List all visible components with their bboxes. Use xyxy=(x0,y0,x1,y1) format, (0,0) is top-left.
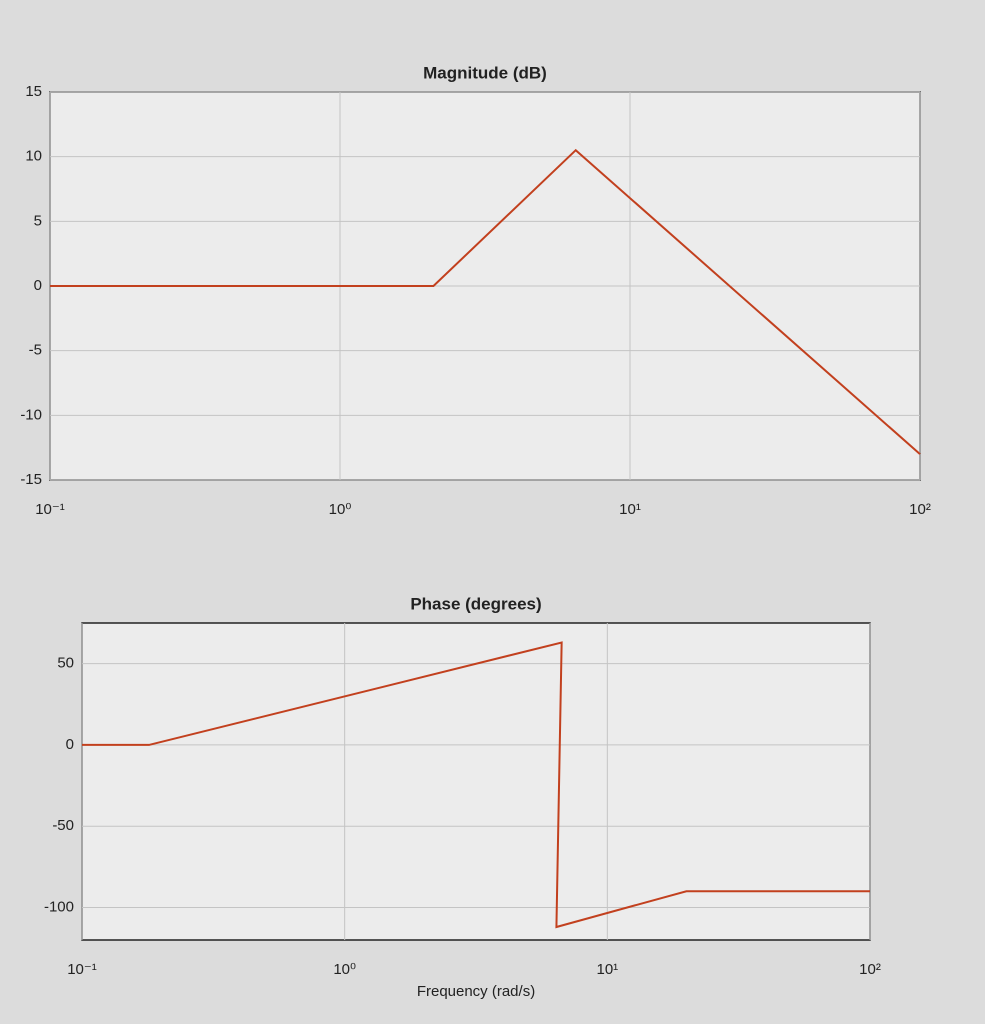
plot-area xyxy=(81,622,871,941)
x-tick-label: 10⁰ xyxy=(329,501,352,518)
x-tick-label: 10⁻¹ xyxy=(35,501,65,518)
x-tick-label: 10⁻¹ xyxy=(67,961,97,978)
y-tick-label: -15 xyxy=(20,471,42,488)
y-tick-label: -100 xyxy=(44,898,74,915)
y-tick-label: 15 xyxy=(25,83,42,100)
chart-title: Phase (degrees) xyxy=(410,594,541,613)
x-tick-label: 10² xyxy=(859,961,881,978)
y-tick-label: 5 xyxy=(34,212,42,229)
x-tick-label: 10⁰ xyxy=(333,961,356,978)
y-tick-label: 0 xyxy=(66,736,74,753)
x-tick-label: 10¹ xyxy=(596,961,618,978)
y-tick-label: -5 xyxy=(29,342,42,359)
y-tick-label: 10 xyxy=(25,148,42,165)
x-tick-label: 10² xyxy=(909,501,931,518)
chart-title: Magnitude (dB) xyxy=(423,63,547,82)
y-tick-label: -50 xyxy=(52,817,74,834)
data-line xyxy=(50,148,921,455)
y-tick-label: 50 xyxy=(57,655,74,672)
x-tick-label: 10¹ xyxy=(619,501,641,518)
y-tick-label: 0 xyxy=(34,277,42,294)
x-axis-label: Frequency (rad/s) xyxy=(417,983,535,1000)
y-tick-label: -10 xyxy=(20,406,42,423)
data-line xyxy=(82,641,870,929)
